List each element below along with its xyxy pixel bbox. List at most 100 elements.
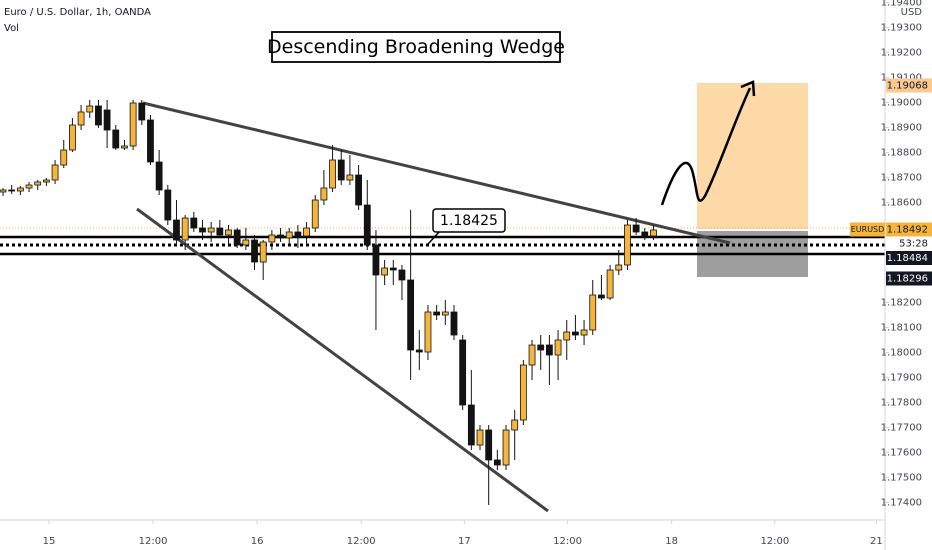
candle-body — [563, 331, 571, 341]
y-tick-label: 1.18600 — [881, 198, 922, 209]
price-label-bg — [886, 78, 932, 93]
candle-body — [95, 105, 102, 126]
y-tick-label: 1.17400 — [881, 498, 922, 509]
callout-pointer — [427, 230, 441, 245]
candle-body — [25, 184, 33, 189]
target-zone — [697, 83, 808, 229]
candle-body — [598, 294, 605, 299]
candle-body — [259, 241, 267, 263]
x-tick-label: 12:00 — [760, 536, 789, 547]
y-tick-label: 1.18000 — [881, 348, 922, 359]
y-tick-label: 1.18200 — [881, 298, 922, 309]
candle-body — [77, 111, 85, 126]
candle-body — [467, 404, 475, 446]
y-tick-label: 1.19000 — [881, 98, 922, 109]
title-box — [271, 31, 561, 63]
candle-body — [294, 231, 302, 237]
candle-body — [337, 159, 345, 181]
countdown: 53:28 — [899, 239, 928, 250]
drawings — [0, 83, 885, 513]
price-label: 1.18296 — [887, 274, 928, 285]
candle-body — [519, 364, 527, 421]
candle-body — [415, 349, 423, 353]
candle-body — [545, 344, 553, 356]
y-tick-label: 1.17700 — [881, 423, 922, 434]
candle-body — [129, 102, 137, 147]
y-tick-label: 1.18900 — [881, 123, 922, 134]
candle-body — [303, 227, 310, 237]
price-label-bg — [886, 222, 932, 237]
x-tick-label: 18 — [665, 536, 678, 547]
candle-body — [389, 267, 397, 271]
y-tick-label: 1.17900 — [881, 373, 922, 384]
candles — [0, 100, 657, 505]
candle-body — [112, 129, 120, 149]
candle-body — [121, 145, 128, 149]
candle-body — [285, 231, 293, 239]
candle-body — [16, 187, 24, 192]
candle-body — [450, 311, 458, 336]
candle-body — [502, 429, 510, 466]
x-tick-label: 15 — [43, 536, 56, 547]
currency-label: USD — [901, 7, 923, 18]
candle-body — [407, 279, 415, 351]
candle-body — [372, 244, 380, 276]
arrow-head — [740, 80, 756, 97]
callout-label: 1.18425 — [440, 213, 498, 229]
candle-body — [190, 217, 198, 229]
candle-body — [86, 105, 94, 113]
y-tick-label: 1.18800 — [881, 148, 922, 159]
y-tick-label: 1.19400 — [881, 0, 922, 9]
candle-body — [381, 267, 389, 276]
candle-body — [42, 179, 50, 183]
x-tick-label: 12:00 — [553, 536, 582, 547]
y-tick-label: 1.18700 — [881, 173, 922, 184]
candle-body — [216, 227, 224, 236]
candle-body — [155, 161, 163, 191]
candle-body — [268, 234, 276, 243]
wedge-upper — [142, 101, 731, 245]
candle-body — [147, 119, 154, 163]
y-tick-label: 1.19100 — [881, 73, 922, 84]
candle-body — [242, 239, 250, 246]
projection-arrow — [660, 87, 752, 206]
candle-body — [424, 311, 432, 353]
chart-title: Descending Broadening Wedge — [267, 36, 565, 58]
candle-body — [251, 239, 258, 263]
candle-body — [537, 344, 545, 351]
x-tick-label: 12:00 — [139, 536, 168, 547]
y-tick-label: 1.19200 — [881, 48, 922, 59]
candle-body — [0, 189, 7, 193]
candle-body — [580, 329, 588, 336]
candle-body — [441, 311, 449, 316]
candle-body — [173, 219, 180, 241]
price-label: 1.18484 — [887, 253, 928, 264]
candle-body — [459, 339, 467, 406]
y-tick-label: 1.17500 — [881, 473, 922, 484]
candle-body — [606, 269, 614, 299]
candle-body — [624, 224, 631, 266]
candle-body — [528, 344, 536, 366]
candle-body — [346, 174, 354, 181]
candle-body — [363, 204, 371, 246]
candle-body — [8, 189, 16, 192]
candle-body — [329, 159, 336, 189]
candle-body — [164, 189, 172, 221]
x-tick-label: 16 — [251, 536, 264, 547]
candle-body — [589, 294, 597, 331]
candle-body — [199, 227, 206, 233]
candle-body — [650, 229, 657, 237]
candle-body — [51, 164, 59, 181]
candle-body — [493, 459, 501, 466]
y-tick-label: 1.17800 — [881, 398, 922, 409]
symbol-label: Euro / U.S. Dollar, 1h, OANDA — [4, 7, 151, 18]
price-label: 1.19068 — [887, 81, 928, 92]
symbol-tag-bg — [850, 222, 885, 237]
candle-body — [485, 429, 493, 461]
candle-body — [554, 339, 562, 356]
x-tick-label: 12:00 — [347, 536, 376, 547]
overlay: 1.18425 Descending Broadening Wedge Euro… — [4, 7, 756, 245]
x-tick-label: 21 — [870, 536, 883, 547]
